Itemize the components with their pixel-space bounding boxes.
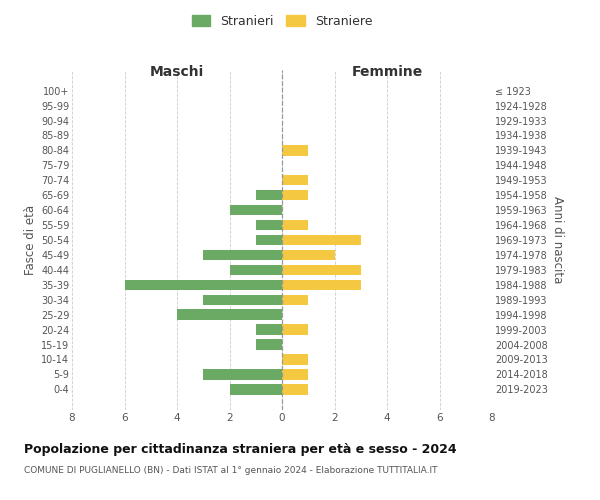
Bar xyxy=(203,294,282,305)
Bar xyxy=(256,190,282,200)
Bar xyxy=(282,145,308,156)
Bar xyxy=(282,235,361,245)
Bar xyxy=(229,264,282,275)
Bar xyxy=(229,205,282,216)
Bar xyxy=(282,190,308,200)
Bar xyxy=(203,369,282,380)
Bar xyxy=(282,369,308,380)
Bar xyxy=(229,384,282,394)
Bar xyxy=(282,280,361,290)
Bar xyxy=(256,324,282,335)
Bar xyxy=(256,235,282,245)
Text: COMUNE DI PUGLIANELLO (BN) - Dati ISTAT al 1° gennaio 2024 - Elaborazione TUTTIT: COMUNE DI PUGLIANELLO (BN) - Dati ISTAT … xyxy=(24,466,437,475)
Bar xyxy=(177,310,282,320)
Bar xyxy=(282,250,335,260)
Legend: Stranieri, Straniere: Stranieri, Straniere xyxy=(188,11,376,32)
Y-axis label: Fasce di età: Fasce di età xyxy=(23,205,37,275)
Bar xyxy=(282,324,308,335)
Bar xyxy=(256,220,282,230)
Bar xyxy=(282,354,308,364)
Text: Popolazione per cittadinanza straniera per età e sesso - 2024: Popolazione per cittadinanza straniera p… xyxy=(24,442,457,456)
Bar xyxy=(256,340,282,349)
Text: Maschi: Maschi xyxy=(150,64,204,78)
Y-axis label: Anni di nascita: Anni di nascita xyxy=(551,196,565,284)
Bar xyxy=(282,175,308,186)
Text: Femmine: Femmine xyxy=(352,64,422,78)
Bar xyxy=(203,250,282,260)
Bar xyxy=(282,220,308,230)
Bar xyxy=(282,384,308,394)
Bar xyxy=(282,264,361,275)
Bar xyxy=(282,294,308,305)
Bar xyxy=(125,280,282,290)
